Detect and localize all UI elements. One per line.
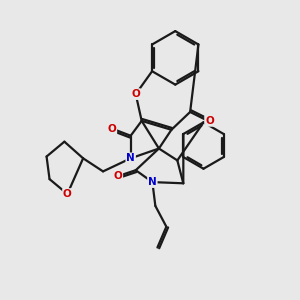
Text: O: O bbox=[63, 189, 72, 199]
Text: O: O bbox=[205, 116, 214, 126]
Text: O: O bbox=[108, 124, 116, 134]
Text: O: O bbox=[113, 171, 122, 181]
Text: O: O bbox=[131, 89, 140, 99]
Text: N: N bbox=[148, 177, 157, 187]
Text: N: N bbox=[126, 153, 135, 163]
